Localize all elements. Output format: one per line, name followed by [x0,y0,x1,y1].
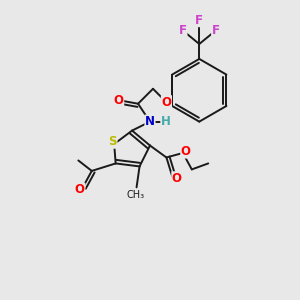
Text: F: F [179,24,187,37]
Text: N: N [145,115,155,128]
Text: CH₃: CH₃ [126,190,144,200]
Text: O: O [172,172,182,185]
Text: S: S [108,135,117,148]
Text: O: O [181,145,191,158]
Text: F: F [212,24,220,37]
Text: O: O [161,96,171,109]
Text: F: F [195,14,203,27]
Text: O: O [75,183,85,196]
Text: H: H [161,115,171,128]
Text: O: O [114,94,124,107]
